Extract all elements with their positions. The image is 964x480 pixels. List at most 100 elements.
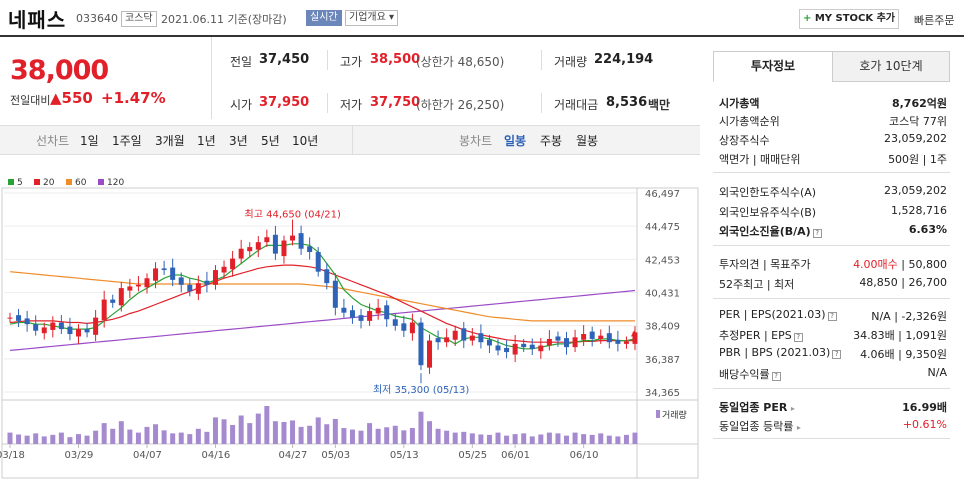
- x-tick-label: 05/03: [321, 450, 350, 461]
- candle-daily[interactable]: 일봉: [504, 134, 527, 148]
- candle-body: [75, 329, 81, 337]
- candle-body: [452, 330, 458, 340]
- realtime-button[interactable]: 실시간: [306, 10, 342, 26]
- candle-body: [153, 268, 159, 281]
- candle-monthly[interactable]: 월봉: [576, 134, 599, 148]
- amount-label: 거래대금: [554, 98, 599, 112]
- volume-bar: [427, 421, 433, 444]
- volume-bar: [384, 427, 390, 444]
- add-mystock-button[interactable]: + MY STOCK 추가: [799, 9, 899, 29]
- candle-body: [367, 311, 373, 321]
- candle-body: [435, 338, 441, 343]
- candle-body: [272, 234, 278, 254]
- period-5y[interactable]: 5년: [261, 134, 280, 148]
- diff-value: ▲550: [50, 89, 93, 107]
- volume-bar: [101, 423, 107, 444]
- line-chart-label[interactable]: 선차트: [36, 134, 70, 148]
- volume-bar: [247, 423, 253, 444]
- period-3y[interactable]: 3년: [229, 134, 248, 148]
- volume-bar: [589, 434, 595, 444]
- y-tick-label: 44,475: [645, 222, 680, 233]
- foreign-limit-row: 외국인한도주식수(A) 23,059,202: [719, 184, 947, 199]
- period-1w[interactable]: 1주일: [112, 134, 142, 148]
- candle-body: [41, 327, 47, 334]
- volume-bar: [230, 425, 236, 444]
- sector-per-row[interactable]: 동일업종 PER ▸ 16.99배: [719, 401, 947, 414]
- candle-chart-label[interactable]: 봉차트: [459, 134, 493, 148]
- opinion-row: 투자의견 | 목표주가 4.00매수 | 50,800: [719, 258, 947, 271]
- volume-bar: [555, 433, 561, 444]
- tab-hoga-10[interactable]: 호가 10단계: [832, 51, 950, 82]
- high-value: 38,500: [370, 52, 421, 67]
- volume-bar: [486, 434, 492, 444]
- divider: [713, 298, 950, 299]
- volume-bar: [7, 432, 13, 444]
- company-overview-dropdown[interactable]: 기업개요 ▾: [345, 10, 398, 26]
- help-icon[interactable]: ?: [827, 312, 837, 321]
- help-icon[interactable]: ?: [832, 350, 842, 359]
- candle-weekly[interactable]: 주봉: [540, 134, 563, 148]
- volume-bar: [324, 424, 330, 444]
- volume-bar: [307, 425, 313, 444]
- divider: [713, 245, 950, 246]
- candle-body: [332, 280, 338, 308]
- volume-bar: [546, 432, 552, 444]
- volume-bar: [349, 429, 355, 444]
- candle-body: [170, 267, 176, 280]
- volume-bar: [615, 436, 621, 444]
- legend-ma5: 5: [8, 178, 23, 188]
- y-tick-label: 40,431: [645, 289, 680, 300]
- candle-body: [324, 269, 330, 284]
- candle-body: [478, 333, 484, 343]
- price-chart[interactable]: 46,497 44,475 42,453 40,431 38,409 36,387 34,3…: [0, 186, 700, 480]
- volume-bar: [255, 413, 261, 444]
- sector-rate-row[interactable]: 동일업종 등락률 ▸ +0.61%: [719, 418, 947, 433]
- candle-body: [495, 345, 501, 351]
- volume-label: 거래량: [554, 55, 588, 69]
- candle-body: [24, 318, 30, 325]
- upper-limit: (상한가 48,650): [416, 55, 505, 69]
- y-tick-label: 42,453: [645, 255, 680, 266]
- ma60-line: [9, 271, 635, 322]
- volume-bar: [606, 435, 612, 444]
- candle-body: [315, 252, 321, 272]
- candle-body: [598, 335, 604, 339]
- period-10y[interactable]: 10년: [292, 134, 319, 148]
- help-icon[interactable]: ?: [771, 372, 781, 381]
- candle-body: [546, 338, 552, 346]
- volume-value: 224,194: [594, 52, 654, 67]
- period-1d[interactable]: 1일: [80, 134, 99, 148]
- volume-bar: [178, 432, 184, 444]
- candle-body: [606, 333, 612, 343]
- volume-bar: [75, 434, 81, 444]
- open-value: 37,950: [259, 95, 310, 110]
- volume-bar: [367, 423, 373, 444]
- header-divider: [0, 35, 964, 37]
- quick-order-link[interactable]: 빠른주문: [914, 14, 955, 27]
- candle-body: [161, 268, 167, 271]
- volume-bar: [84, 435, 90, 444]
- low-annotation: 최저 35,300 (05/13): [373, 384, 469, 396]
- candle-body: [572, 337, 578, 348]
- volume-bar: [315, 417, 321, 444]
- divider: [713, 172, 950, 173]
- market-cap-row: 시가총액 8,762억원: [719, 97, 947, 110]
- volume-bar: [290, 420, 296, 444]
- candle-body: [178, 277, 184, 285]
- candle-body: [230, 258, 236, 270]
- tab-invest-info[interactable]: 투자정보: [713, 51, 833, 82]
- rank-row: 시가총액순위 코스닥 77위: [719, 115, 947, 128]
- volume-bar: [538, 434, 544, 444]
- candle-body: [392, 319, 398, 326]
- candle-body: [521, 343, 527, 348]
- help-icon[interactable]: ?: [812, 229, 822, 238]
- current-price: 38,000: [10, 55, 109, 86]
- add-mystock-label: MY STOCK 추가: [814, 13, 896, 24]
- help-icon[interactable]: ?: [793, 333, 803, 342]
- candle-body: [67, 326, 73, 335]
- volume-bar: [298, 426, 304, 444]
- period-1y[interactable]: 1년: [197, 134, 216, 148]
- period-3m[interactable]: 3개월: [155, 134, 185, 148]
- volume-bar: [418, 411, 424, 444]
- stock-code: 033640: [76, 12, 118, 25]
